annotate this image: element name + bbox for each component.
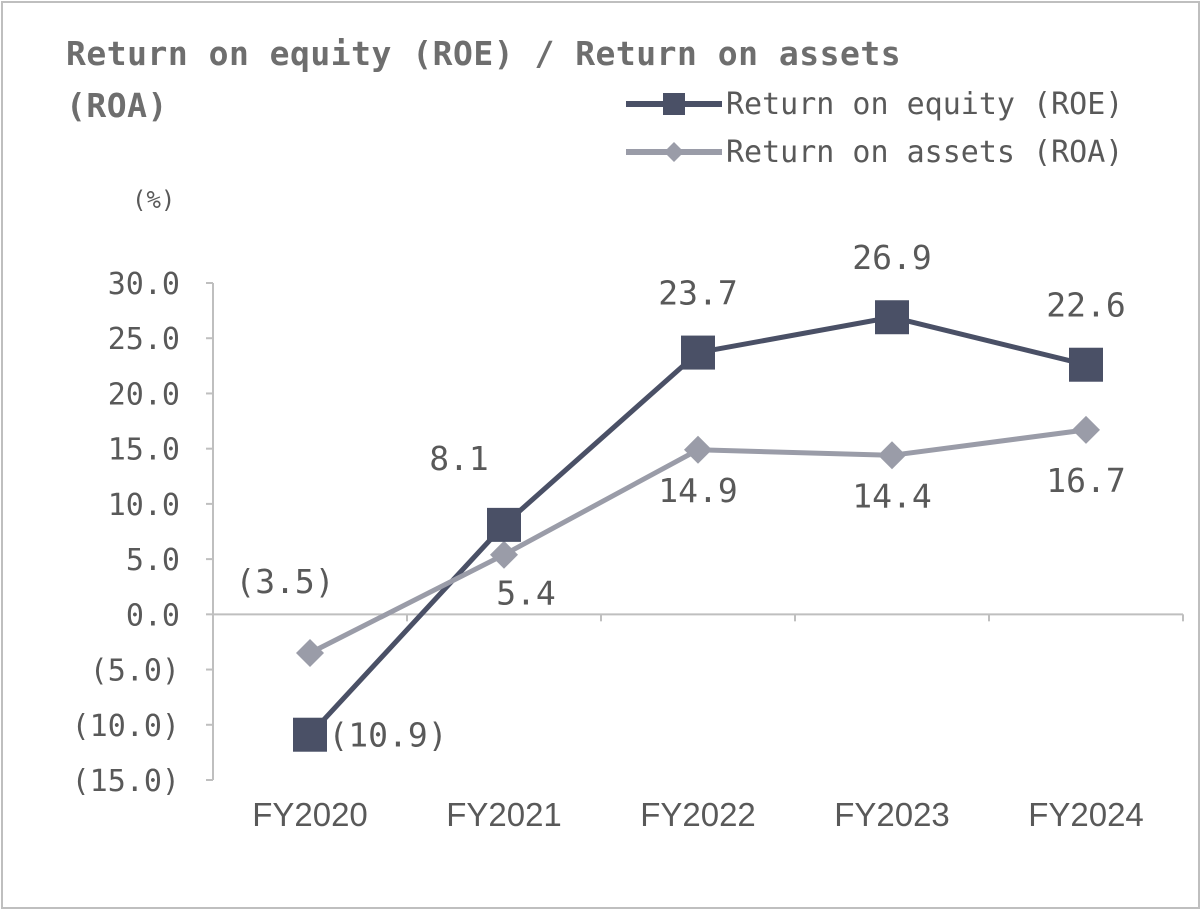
roe-data-label: 22.6 bbox=[1046, 286, 1125, 325]
roa-data-label: 16.7 bbox=[1046, 461, 1125, 500]
roa-data-label: 14.4 bbox=[852, 476, 931, 515]
roe-point-marker bbox=[487, 507, 521, 542]
legend-item-roa: Return on assets (ROA) bbox=[626, 128, 1146, 176]
y-tick-label: (5.0) bbox=[90, 654, 180, 689]
roe-point-marker bbox=[875, 300, 909, 335]
roa-point-marker bbox=[296, 638, 324, 667]
roa-point-marker bbox=[684, 435, 712, 464]
x-tick-label: FY2024 bbox=[1028, 796, 1144, 833]
x-tick-label: FY2021 bbox=[446, 796, 562, 833]
roa-data-label: 5.4 bbox=[496, 574, 556, 613]
x-tick-label: FY2023 bbox=[834, 796, 950, 833]
y-tick-label: 20.0 bbox=[108, 377, 180, 412]
y-axis-unit-label: (%) bbox=[132, 186, 176, 214]
roe-data-label: 23.7 bbox=[658, 274, 737, 313]
roe-point-marker bbox=[293, 717, 327, 752]
legend-item-roe: Return on equity (ROE) bbox=[626, 80, 1146, 128]
y-tick-label: 10.0 bbox=[108, 488, 180, 523]
roe-data-label: 26.9 bbox=[852, 238, 931, 277]
y-tick-label: 25.0 bbox=[108, 322, 180, 357]
roa-data-label: (3.5) bbox=[235, 562, 334, 601]
legend: Return on equity (ROE) Return on assets … bbox=[626, 80, 1146, 176]
roe-data-label: 8.1 bbox=[429, 439, 489, 478]
roa-data-label: 14.9 bbox=[658, 471, 737, 510]
roa-point-marker bbox=[1072, 415, 1100, 444]
y-tick-label: 30.0 bbox=[108, 267, 180, 302]
y-tick-label: (15.0) bbox=[72, 764, 180, 799]
x-tick-label: FY2020 bbox=[252, 796, 368, 833]
roe-point-marker bbox=[1069, 347, 1103, 382]
roa-point-marker bbox=[490, 540, 518, 569]
chart-title: Return on equity (ROE) / Return on asset… bbox=[66, 34, 922, 125]
y-tick-label: 0.0 bbox=[126, 598, 180, 633]
legend-label-roe: Return on equity (ROE) bbox=[726, 86, 1124, 122]
x-tick-label: FY2022 bbox=[640, 796, 756, 833]
legend-swatch-roa bbox=[626, 142, 722, 162]
series-line-roe bbox=[308, 314, 1087, 737]
legend-swatch-roe bbox=[626, 93, 722, 115]
roe-point-marker bbox=[681, 335, 715, 370]
y-tick-label: 5.0 bbox=[126, 543, 180, 578]
legend-label-roa: Return on assets (ROA) bbox=[726, 134, 1124, 170]
roa-point-marker bbox=[878, 441, 906, 470]
roe-data-label: (10.9) bbox=[328, 716, 447, 755]
y-tick-label: 15.0 bbox=[108, 433, 180, 468]
y-tick-label: (10.0) bbox=[72, 709, 180, 744]
